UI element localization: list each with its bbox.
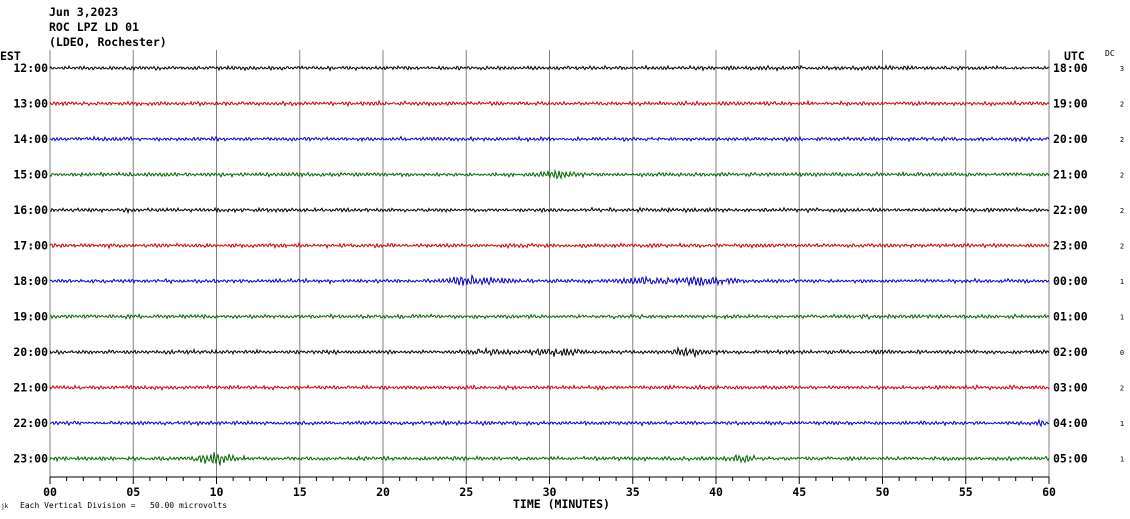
- dc-value: 1: [1120, 420, 1124, 428]
- utc-time-label: 18:00: [1053, 61, 1088, 75]
- utc-time-label: 23:00: [1053, 239, 1088, 253]
- seismic-trace: [49, 418, 1050, 428]
- x-tick-label: 35: [626, 485, 640, 499]
- x-tick-label: 30: [543, 485, 557, 499]
- scale-note: Each Vertical Division = 50.00 microvolt…: [20, 501, 228, 510]
- est-time-label: 22:00: [13, 416, 48, 430]
- dc-value: 2: [1120, 101, 1124, 109]
- chart-date: Jun 3,2023: [49, 5, 119, 19]
- est-time-label: 15:00: [13, 168, 48, 182]
- x-tick-label: 15: [293, 485, 307, 499]
- utc-time-label: 02:00: [1053, 345, 1088, 359]
- x-tick-label: 20: [376, 485, 390, 499]
- seismic-trace: [49, 206, 1050, 215]
- x-tick-label: 05: [126, 485, 140, 499]
- seismic-trace: [49, 313, 1050, 321]
- utc-time-label: 01:00: [1053, 310, 1088, 324]
- seismic-trace: [49, 99, 1050, 107]
- est-time-label: 23:00: [13, 452, 48, 466]
- est-time-label: 19:00: [13, 310, 48, 324]
- dc-value: 3: [1120, 65, 1124, 73]
- dc-value: 1: [1120, 314, 1124, 322]
- seismic-trace: [49, 135, 1050, 143]
- x-tick-label: 45: [792, 485, 806, 499]
- x-tick-label: 10: [210, 485, 224, 499]
- dc-value: 2: [1120, 172, 1124, 180]
- est-time-label: 21:00: [13, 381, 48, 395]
- utc-time-label: 03:00: [1053, 381, 1088, 395]
- seismic-trace: [49, 169, 1050, 180]
- utc-time-label: 04:00: [1053, 416, 1088, 430]
- est-time-label: 16:00: [13, 203, 48, 217]
- dc-value: 2: [1120, 385, 1124, 393]
- corner-mark: jk: [1, 503, 9, 510]
- dc-value: 1: [1120, 278, 1124, 286]
- utc-time-label: 20:00: [1053, 132, 1088, 146]
- seismic-trace: [49, 273, 1050, 287]
- x-tick-label: 40: [709, 485, 723, 499]
- utc-time-label: 21:00: [1053, 168, 1088, 182]
- x-tick-label: 60: [1042, 485, 1056, 499]
- seismic-trace: [49, 383, 1050, 392]
- seismic-trace: [49, 241, 1050, 250]
- seismic-trace: [49, 452, 1050, 466]
- est-time-label: 17:00: [13, 239, 48, 253]
- station-source: (LDEO, Rochester): [49, 35, 167, 49]
- x-tick-label: 25: [459, 485, 473, 499]
- x-axis-title: TIME (MINUTES): [513, 497, 610, 511]
- utc-time-label: 19:00: [1053, 97, 1088, 111]
- dc-value: 2: [1120, 207, 1124, 215]
- x-tick-label: 50: [876, 485, 890, 499]
- seismic-trace: [49, 346, 1050, 359]
- utc-time-label: 05:00: [1053, 452, 1088, 466]
- dc-value: 1: [1120, 456, 1124, 464]
- seismic-trace: [49, 64, 1050, 72]
- right-timezone-label: UTC: [1064, 49, 1085, 63]
- dc-value: 2: [1120, 136, 1124, 144]
- dc-header-label: DC: [1105, 49, 1115, 58]
- est-time-label: 12:00: [13, 61, 48, 75]
- est-time-label: 14:00: [13, 132, 48, 146]
- x-tick-label: 00: [43, 485, 57, 499]
- dc-value: 2: [1120, 243, 1124, 251]
- est-time-label: 18:00: [13, 274, 48, 288]
- est-time-label: 20:00: [13, 345, 48, 359]
- dc-value: 0: [1120, 349, 1124, 357]
- station-name: ROC LPZ LD 01: [49, 20, 140, 34]
- est-time-label: 13:00: [13, 97, 48, 111]
- utc-time-label: 00:00: [1053, 274, 1088, 288]
- left-timezone-label: EST: [0, 49, 21, 63]
- x-tick-label: 55: [959, 485, 973, 499]
- utc-time-label: 22:00: [1053, 203, 1088, 217]
